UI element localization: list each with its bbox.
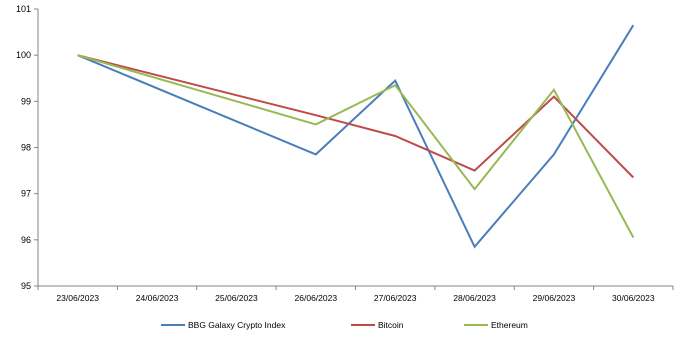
y-tick-label: 95 (21, 281, 31, 291)
legend-label-2: Bitcoin (378, 320, 404, 330)
series-lines (77, 24, 635, 249)
y-tick-label: 98 (21, 143, 31, 153)
series-line-3 (77, 54, 635, 238)
x-tick-label: 25/06/2023 (215, 293, 258, 303)
legend-label-1: BBG Galaxy Crypto Index (188, 320, 286, 330)
y-tick-label: 96 (21, 235, 31, 245)
y-tick-label: 99 (21, 96, 31, 106)
y-tick-label: 97 (21, 189, 31, 199)
x-tick-label: 30/06/2023 (612, 293, 655, 303)
legend: BBG Galaxy Crypto Index Bitcoin Ethereum (161, 320, 528, 330)
x-tick-label: 27/06/2023 (374, 293, 417, 303)
x-axis-ticks: 23/06/2023 24/06/2023 25/06/2023 26/06/2023… (37, 286, 674, 303)
axes (37, 9, 673, 287)
series-line-1 (77, 24, 635, 249)
x-tick-label: 26/06/2023 (295, 293, 338, 303)
y-axis-ticks: 95 96 97 98 99 100 101 (16, 4, 38, 291)
y-tick-label: 100 (16, 50, 31, 60)
series-line-2 (77, 54, 635, 179)
x-tick-label: 28/06/2023 (453, 293, 496, 303)
x-tick-label: 29/06/2023 (533, 293, 576, 303)
y-tick-label: 101 (16, 4, 31, 14)
x-tick-label: 23/06/2023 (56, 293, 99, 303)
x-tick-label: 24/06/2023 (136, 293, 179, 303)
legend-label-3: Ethereum (491, 320, 528, 330)
